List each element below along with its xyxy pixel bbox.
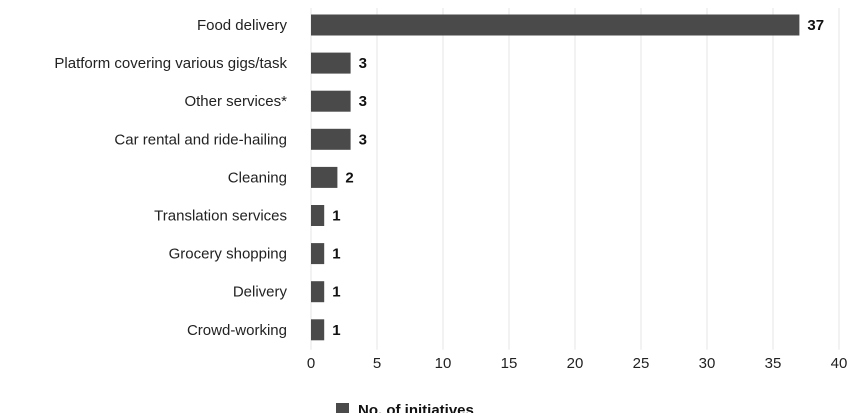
legend: No. of initiatives <box>336 402 474 413</box>
data-label: 3 <box>359 131 367 148</box>
category-label: Other services* <box>184 93 287 110</box>
data-label: 1 <box>332 322 340 339</box>
data-label: 37 <box>807 17 824 34</box>
category-label: Food delivery <box>197 17 288 34</box>
tick-label: 40 <box>831 355 848 372</box>
tick-label: 20 <box>567 355 584 372</box>
bar <box>311 128 351 150</box>
tick-label: 30 <box>699 355 716 372</box>
category-label: Car rental and ride-hailing <box>114 131 287 148</box>
data-label: 1 <box>332 246 340 263</box>
tick-label: 5 <box>373 355 381 372</box>
data-label: 2 <box>345 169 353 186</box>
tick-label: 0 <box>307 355 315 372</box>
x-axis-ticks: 0 5 10 15 20 25 30 35 40 <box>307 355 848 372</box>
category-labels: Food delivery Platform covering various g… <box>54 17 287 339</box>
category-label: Platform covering various gigs/task <box>54 55 287 72</box>
bar <box>311 14 800 36</box>
tick-label: 15 <box>501 355 518 372</box>
category-label: Delivery <box>233 284 288 301</box>
grid-lines <box>310 8 840 350</box>
data-label: 3 <box>359 55 367 72</box>
bar <box>311 166 338 188</box>
bar <box>311 52 351 74</box>
bar <box>311 243 325 265</box>
bar <box>311 205 325 226</box>
data-labels: 37 3 3 3 2 1 1 1 1 <box>332 17 824 339</box>
legend-label: No. of initiatives <box>358 402 474 413</box>
tick-label: 35 <box>765 355 782 372</box>
data-label: 3 <box>359 93 367 110</box>
bars <box>311 14 800 341</box>
category-label: Grocery shopping <box>169 246 287 263</box>
tick-label: 25 <box>633 355 650 372</box>
bar <box>311 281 325 303</box>
data-label: 1 <box>332 284 340 301</box>
data-label: 1 <box>332 208 340 225</box>
category-label: Cleaning <box>228 169 287 186</box>
tick-label: 10 <box>435 355 452 372</box>
bar <box>311 90 351 112</box>
legend-swatch <box>336 403 349 413</box>
category-label: Translation services <box>154 208 287 225</box>
category-label: Crowd-working <box>187 322 287 339</box>
bar <box>311 319 325 341</box>
